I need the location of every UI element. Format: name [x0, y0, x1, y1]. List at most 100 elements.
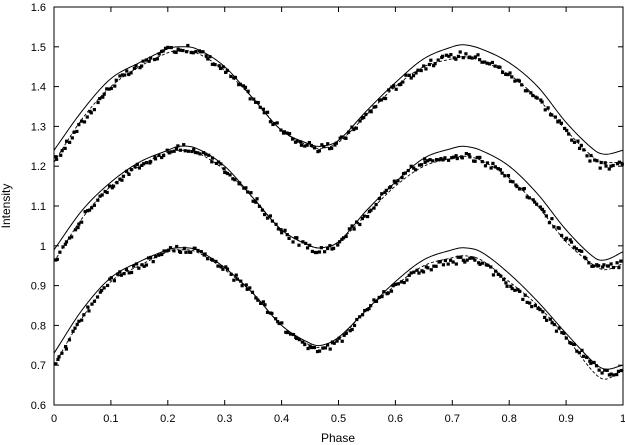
data-point	[64, 344, 68, 349]
y-tick-label: 1.4	[31, 82, 46, 94]
data-point	[477, 58, 482, 62]
data-point	[611, 163, 615, 168]
data-point	[89, 111, 93, 115]
data-point	[291, 240, 295, 244]
data-point	[127, 72, 131, 77]
data-point	[112, 279, 116, 283]
data-point	[502, 277, 506, 282]
solid-model-curve-1	[53, 44, 624, 155]
data-point	[591, 264, 595, 268]
data-point	[160, 252, 164, 257]
data-point	[63, 146, 67, 150]
data-point	[100, 193, 104, 197]
data-point	[340, 135, 344, 139]
data-point	[183, 149, 187, 153]
data-point	[400, 176, 404, 180]
data-point	[274, 317, 278, 321]
data-point	[265, 216, 270, 220]
data-point	[620, 162, 624, 166]
data-point	[323, 250, 327, 254]
data-point	[401, 80, 405, 84]
data-point	[380, 192, 384, 196]
data-point	[229, 74, 233, 79]
data-point	[118, 177, 122, 181]
data-point	[588, 359, 592, 363]
data-point	[218, 66, 223, 71]
data-point	[184, 50, 189, 54]
data-point	[330, 340, 334, 344]
data-point	[208, 55, 212, 59]
x-tick-label: 0.2	[160, 413, 175, 425]
data-point	[193, 150, 198, 155]
data-point	[231, 177, 235, 181]
data-point	[137, 266, 141, 270]
data-point	[399, 82, 403, 87]
data-point	[480, 160, 484, 164]
data-point	[149, 160, 153, 164]
data-point	[207, 153, 211, 157]
data-point	[124, 268, 129, 272]
data-point	[528, 301, 532, 305]
data-point	[270, 219, 274, 223]
data-point	[90, 302, 94, 306]
data-point	[233, 75, 237, 80]
data-point	[305, 246, 310, 250]
data-point	[344, 136, 348, 140]
data-point	[377, 196, 382, 201]
data-point	[120, 73, 125, 77]
data-point	[478, 155, 482, 160]
data-point	[82, 313, 86, 317]
data-point	[67, 338, 72, 342]
data-point	[607, 373, 612, 377]
data-point	[552, 322, 556, 327]
data-point	[352, 227, 356, 231]
y-axis-label: Intensity	[0, 184, 13, 229]
data-point	[617, 265, 621, 270]
data-point	[511, 180, 515, 184]
data-point	[463, 260, 467, 264]
data-point	[166, 45, 170, 49]
data-point	[367, 307, 371, 311]
data-point	[309, 143, 313, 148]
data-point	[310, 249, 314, 254]
data-point	[319, 246, 323, 250]
data-point	[125, 69, 129, 73]
data-point	[256, 100, 260, 105]
data-point	[350, 224, 354, 228]
data-point	[346, 130, 351, 134]
data-point	[291, 332, 296, 337]
data-point	[498, 65, 502, 69]
data-point	[454, 57, 458, 61]
data-point	[508, 71, 512, 75]
data-point	[538, 205, 542, 209]
data-point	[165, 249, 169, 253]
data-point	[531, 93, 535, 98]
data-point	[577, 248, 582, 253]
data-point	[204, 54, 208, 58]
data-point	[253, 100, 258, 104]
data-point	[323, 346, 328, 350]
data-point	[315, 250, 319, 255]
data-point	[63, 242, 67, 246]
data-point	[619, 259, 623, 263]
data-point	[347, 227, 351, 231]
data-point	[513, 288, 517, 292]
x-axis-label: Phase	[321, 431, 355, 445]
data-point	[434, 264, 438, 268]
data-point	[157, 153, 161, 158]
data-point	[276, 227, 281, 231]
data-point	[295, 336, 299, 341]
data-point	[305, 143, 309, 147]
data-point	[513, 79, 517, 83]
x-tick-label: 0.9	[558, 413, 573, 425]
data-point	[77, 123, 81, 127]
data-point	[338, 240, 342, 244]
data-point	[444, 53, 449, 57]
data-point	[372, 298, 376, 302]
data-point	[328, 244, 332, 248]
data-point	[412, 270, 416, 274]
data-point	[491, 161, 495, 166]
data-point	[515, 184, 519, 189]
data-point	[403, 171, 407, 175]
data-point	[366, 214, 370, 219]
